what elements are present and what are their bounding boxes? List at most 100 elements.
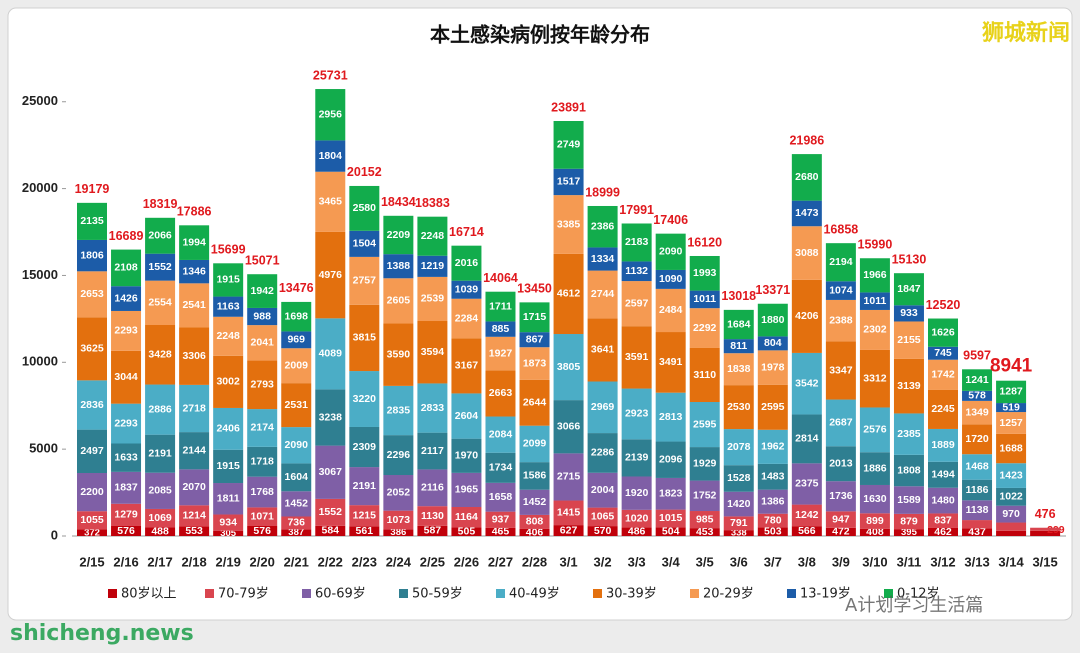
bar-segment xyxy=(179,259,210,284)
segment-label: 2484 xyxy=(659,304,683,316)
segment-label: 2191 xyxy=(353,480,377,492)
bar-segment xyxy=(655,441,686,478)
bar-segment xyxy=(587,433,618,473)
bar-segment xyxy=(825,399,856,447)
bar-segment xyxy=(791,463,822,505)
bar-segment xyxy=(247,274,278,308)
segment-label: 2084 xyxy=(489,428,513,440)
bar-segment xyxy=(996,530,1027,536)
segment-label: 2117 xyxy=(421,445,444,457)
segment-label: 1452 xyxy=(523,496,547,508)
bar-segment xyxy=(451,298,482,339)
y-tick-label: 5000 xyxy=(29,441,58,456)
segment-label: 2052 xyxy=(387,487,411,499)
legend-swatch xyxy=(205,589,214,598)
total-label: 15699 xyxy=(211,243,246,257)
bar-segment xyxy=(145,527,176,536)
segment-label: 2309 xyxy=(353,441,377,453)
segment-label: 1927 xyxy=(489,347,513,359)
bar-segment xyxy=(315,389,346,446)
bar-segment xyxy=(621,281,652,327)
legend-label: 50-59岁 xyxy=(412,587,463,602)
segment-label: 2191 xyxy=(148,447,172,459)
bar-segment xyxy=(77,239,107,272)
segment-label: 867 xyxy=(526,333,544,345)
bar-segment xyxy=(996,403,1027,413)
segment-label: 1483 xyxy=(761,471,785,483)
x-tick-label: 3/11 xyxy=(897,554,922,569)
legend-label: 70-79岁 xyxy=(218,587,269,602)
segment-label: 2108 xyxy=(114,262,138,274)
segment-label: 453 xyxy=(696,526,714,538)
segment-label: 2835 xyxy=(387,404,411,416)
bar-segment xyxy=(893,529,924,536)
segment-label: 1528 xyxy=(727,472,751,484)
segment-label: 1742 xyxy=(931,369,955,381)
bar-segment xyxy=(587,472,618,508)
legend-swatch xyxy=(593,589,602,598)
bar-segment xyxy=(485,511,516,528)
bar-segment xyxy=(825,299,856,342)
segment-label: 934 xyxy=(219,516,237,528)
segment-label: 2580 xyxy=(353,202,377,214)
segment-label: 2078 xyxy=(727,441,751,453)
bar-segment xyxy=(519,489,550,515)
y-tick-label: 0 xyxy=(51,527,58,542)
chart-title: 本土感染病例按年龄分布 xyxy=(430,23,650,47)
bar-segment xyxy=(757,489,788,514)
legend-swatch xyxy=(399,589,408,598)
bar-segment xyxy=(349,371,380,427)
bar-segment xyxy=(485,336,516,371)
segment-label: 1633 xyxy=(114,451,138,463)
x-tick-label: 3/9 xyxy=(832,554,850,569)
segment-label: 587 xyxy=(424,525,442,537)
segment-label: 1214 xyxy=(182,510,206,522)
segment-label: 2139 xyxy=(625,452,649,464)
x-tick-label: 2/15 xyxy=(79,554,104,569)
segment-label: 2174 xyxy=(251,422,275,434)
bar-segment xyxy=(655,288,686,333)
segment-label: 2749 xyxy=(557,139,581,151)
total-label: 16714 xyxy=(449,225,484,239)
segment-label: 1711 xyxy=(489,300,512,312)
bar-segment xyxy=(179,505,210,527)
bar-segment xyxy=(825,341,856,400)
bar-segment xyxy=(859,349,890,408)
bar-segment xyxy=(349,304,380,372)
total-label: 18383 xyxy=(415,196,450,210)
bar-segment xyxy=(417,432,448,470)
bar-segment xyxy=(77,511,107,530)
segment-label: 1494 xyxy=(931,469,955,481)
bar-segment xyxy=(315,445,346,499)
segment-label: 2066 xyxy=(148,230,172,242)
bar-segment xyxy=(723,516,754,531)
total-label: 25731 xyxy=(313,68,348,82)
bar-segment xyxy=(791,279,822,353)
segment-label: 1065 xyxy=(591,511,615,523)
segment-label: 1164 xyxy=(455,511,478,523)
segment-label: 465 xyxy=(492,526,510,538)
segment-label: 1993 xyxy=(693,267,717,279)
bar-segment xyxy=(145,217,176,254)
segment-label: 1734 xyxy=(489,462,513,474)
bar-segment xyxy=(145,384,176,435)
bar-segment xyxy=(213,263,244,297)
bar-segment xyxy=(315,525,346,536)
segment-label: 2155 xyxy=(897,334,921,346)
segment-label: 488 xyxy=(151,526,169,538)
bar-segment xyxy=(757,513,788,528)
bar-segment xyxy=(587,507,618,527)
bar-segment xyxy=(996,505,1027,523)
bar-segment xyxy=(825,446,856,482)
bar-segment xyxy=(485,291,516,322)
segment-label: 1241 xyxy=(965,374,989,386)
bar-segment xyxy=(213,449,244,484)
total-label: 20152 xyxy=(347,165,382,179)
segment-label: 2595 xyxy=(761,401,785,413)
segment-label: 1806 xyxy=(80,249,104,261)
segment-label: 1626 xyxy=(931,326,955,338)
bar-segment xyxy=(553,525,584,536)
bar-segment xyxy=(893,486,924,514)
segment-label: 3805 xyxy=(557,361,581,373)
segment-label: 1219 xyxy=(421,260,445,272)
